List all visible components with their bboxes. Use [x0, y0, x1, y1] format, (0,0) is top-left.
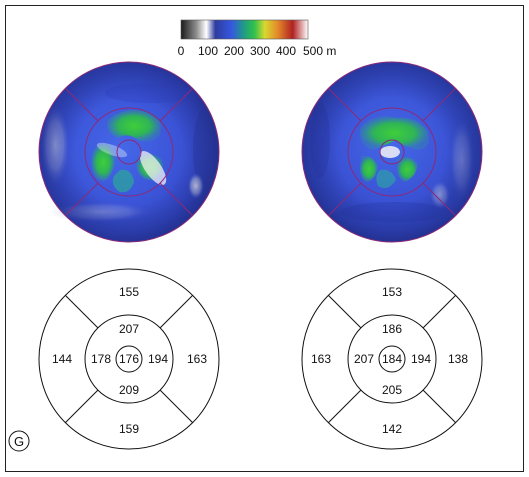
right-etdrs-values: 184 186 207 194 205 153 163 138 142 [311, 285, 468, 436]
right-outer-left-value: 163 [311, 352, 331, 366]
right-center-value: 184 [382, 352, 402, 366]
left-etdrs-grid [38, 268, 220, 450]
colorbar-tick-200: 200 [224, 44, 244, 58]
panel-label-text: G [14, 434, 24, 449]
right-outer-right-value: 138 [448, 352, 468, 366]
right-thickness-map [301, 61, 483, 243]
left-inner-right-value: 194 [148, 352, 168, 366]
right-inner-bottom-value: 205 [382, 383, 402, 397]
panel-label: G [8, 430, 30, 452]
left-outer-right-value: 163 [187, 352, 207, 366]
left-inner-top-value: 207 [119, 322, 139, 336]
right-outer-top-value: 153 [382, 285, 402, 299]
right-etdrs-grid [301, 268, 483, 450]
colorbar-tick-500: 500 m [303, 44, 336, 58]
colorbar-tick-100: 100 [198, 44, 218, 58]
left-outer-top-value: 155 [119, 285, 139, 299]
right-inner-right-value: 194 [411, 352, 431, 366]
colorbar-tick-400: 400 [276, 44, 296, 58]
left-inner-left-value: 178 [91, 352, 111, 366]
right-outer-bottom-value: 142 [382, 422, 402, 436]
colorbar-gradient [180, 19, 309, 40]
colorbar-tick-0: 0 [178, 44, 185, 58]
left-center-value: 176 [119, 352, 139, 366]
left-outer-bottom-value: 159 [119, 422, 139, 436]
right-inner-top-value: 186 [382, 322, 402, 336]
colorbar: 0 100 200 300 400 500 m [178, 19, 336, 58]
left-outer-left-value: 144 [52, 352, 72, 366]
colorbar-tick-300: 300 [250, 44, 270, 58]
left-thickness-map [38, 61, 220, 243]
left-etdrs-values: 176 207 178 194 209 155 144 163 159 [52, 285, 207, 436]
left-inner-bottom-value: 209 [119, 383, 139, 397]
right-inner-left-value: 207 [354, 352, 374, 366]
